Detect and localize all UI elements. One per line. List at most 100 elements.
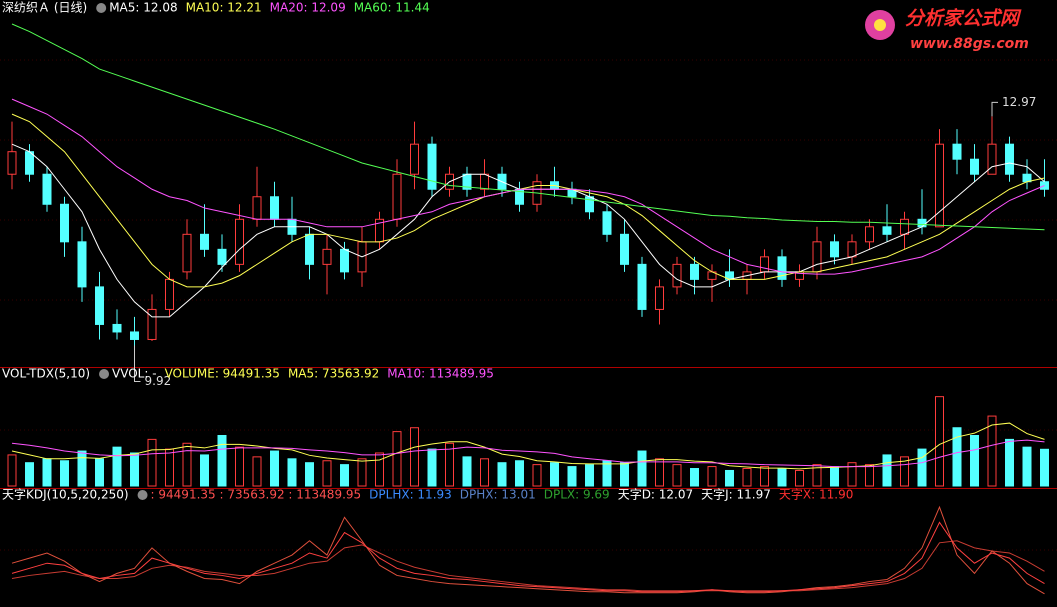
candle-body [1022,173,1032,183]
volume-bar [812,464,822,487]
volume-bar [1022,446,1032,487]
candle-body [952,143,962,160]
candle-body [480,173,489,190]
candle-body [235,218,244,265]
candle-body [602,211,612,235]
volume-bar [567,466,577,487]
candle-body [690,263,699,280]
volume-bar [1005,438,1014,487]
legend-entry: MA60: 11.44 [354,1,430,15]
legend-entry: 深纺织Ａ (日线) [2,1,87,15]
candle-body [392,173,402,220]
volume-bar [147,438,157,487]
candle-body [182,233,192,273]
volume-bar [217,435,227,487]
candle-body [637,263,647,310]
volume-bar [917,448,927,487]
volume-bar [95,458,104,487]
legend-entry: VOLUME: 94491.35 [165,367,280,381]
volume-bar [462,456,472,487]
annotation: 12.97 [1002,95,1036,109]
legend-icon [99,369,110,379]
volume-bar [7,454,17,487]
volume-bar [445,442,454,487]
ma-line [11,98,1045,275]
volume-bar [305,462,314,487]
volume-bar [900,456,909,487]
volume-ma-line [11,422,1045,470]
candle-body [147,308,157,340]
candle-body [60,203,69,243]
candle-body [882,226,892,235]
candle-body [130,331,139,340]
legend-icon [96,3,107,13]
legend-entry: VOL-TDX(5,10) [2,367,90,381]
legend-entry: MA10: 12.21 [186,1,262,15]
candle-body [217,248,227,265]
volume-bar [882,454,892,487]
logo-icon [874,19,886,31]
volume-bar [112,446,122,487]
logo: 分析家公式网 www.88gs.com [865,8,1029,52]
candle-body [812,241,822,273]
volume-bar [182,442,192,487]
volume-bar [672,464,682,487]
candle-body [42,173,52,205]
candle-body [865,226,874,243]
volume-bar [970,435,979,487]
candle-body [987,143,997,175]
candle-body [847,241,857,258]
logo-url: www.88gs.com [910,36,1029,52]
candle-body [970,158,979,175]
candle-body [935,143,944,228]
candle-body [200,233,209,250]
candle-body [25,151,34,175]
candle-body [95,286,104,325]
legend-entry: MA5: 73563.92 [288,367,379,381]
volume-bar [375,452,384,487]
candle-body [1005,143,1014,175]
candle-body [620,233,629,265]
volume-bar [235,446,244,487]
legend-entry: MA10: 113489.95 [387,367,494,381]
volume-bar [130,452,139,487]
volume-ma-line [11,439,1045,468]
volume-bar [287,458,297,487]
legend-entry: 天字D: 12.07 [618,487,693,502]
volume-bar [725,469,734,487]
volume-bar [480,458,489,487]
volume-bar [42,458,52,487]
candle-body [7,151,17,175]
candle-body [760,256,769,273]
volume-bar [340,464,349,487]
legend-entry: 天字KDJ(10,5,20,250) [2,487,129,502]
volume-bar [777,468,787,487]
candle-body [427,143,437,190]
volume-bar [830,466,839,487]
volume-bar [585,464,594,487]
candle-body [410,143,419,175]
volume-bar [795,469,804,487]
volume-bar [200,454,209,487]
logo-title: 分析家公式网 [905,8,1022,30]
candle-body [672,263,682,288]
volume-bar [690,468,699,487]
volume-bar [515,460,524,487]
volume-bar [952,427,962,487]
volume-bar [742,468,752,487]
volume-bar [532,464,542,487]
volume-bar [410,427,419,487]
candle-body [112,323,122,333]
annotation-line [991,101,998,117]
volume-bar [392,431,402,487]
volume-bar [427,448,437,487]
candle-body [1040,181,1049,190]
volume-bar [655,458,664,487]
candle-body [270,196,279,220]
candle-body [917,218,927,228]
volume-bar [77,450,87,487]
legend-entry: 天字X: 11.90 [779,487,853,502]
legend-entry: VVOL: - [112,367,157,381]
volume-bar [60,460,69,487]
